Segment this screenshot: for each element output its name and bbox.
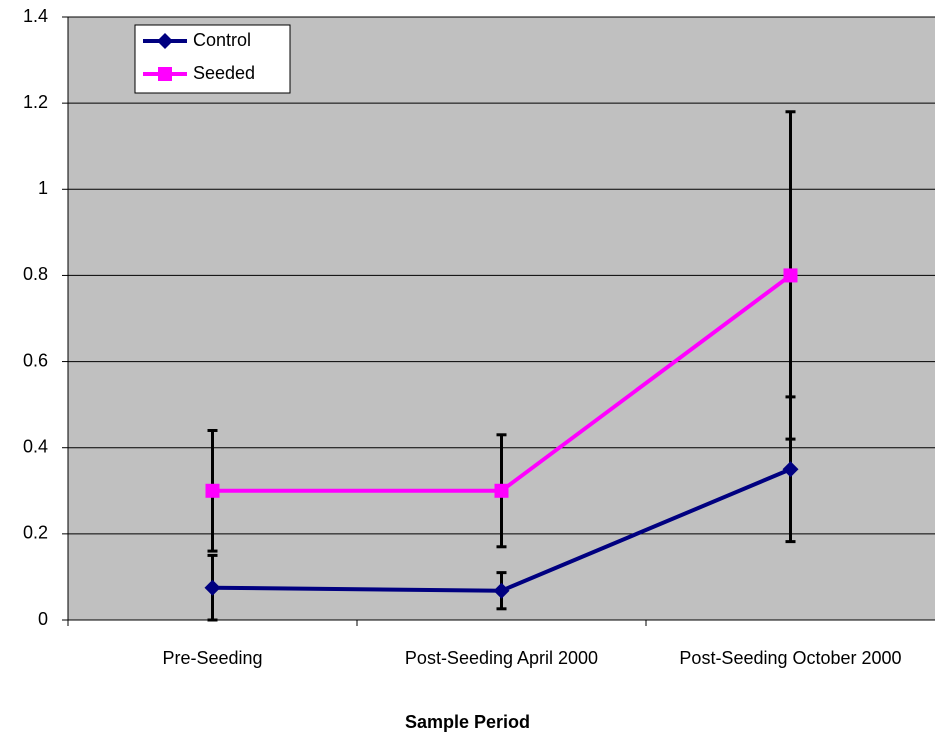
marker bbox=[782, 461, 799, 478]
marker bbox=[783, 268, 798, 283]
x-tick-label: Post-Seeding April 2000 bbox=[404, 648, 599, 668]
marker bbox=[158, 67, 172, 81]
marker bbox=[493, 582, 510, 599]
x-tick-label: Pre-Seeding bbox=[162, 648, 263, 668]
marker bbox=[204, 579, 221, 596]
legend-box bbox=[134, 24, 291, 94]
marker bbox=[205, 483, 220, 498]
x-axis-label: Sample Period bbox=[404, 712, 531, 732]
y-tick-label: 0.6 bbox=[23, 350, 48, 370]
legend-label: Control bbox=[193, 30, 251, 50]
marker bbox=[494, 483, 509, 498]
legend-label: Seeded bbox=[193, 63, 255, 83]
y-tick-label: 1.4 bbox=[23, 6, 48, 26]
x-tick-label: Post-Seeding October 2000 bbox=[679, 648, 902, 668]
y-tick-label: 0 bbox=[38, 609, 48, 629]
y-tick-label: 0.8 bbox=[23, 264, 48, 284]
y-tick-label: 1.2 bbox=[23, 92, 48, 112]
y-tick-label: 0.4 bbox=[23, 436, 48, 456]
y-tick-label: 0.2 bbox=[23, 523, 48, 543]
y-tick-label: 1 bbox=[38, 178, 48, 198]
marker bbox=[157, 33, 173, 49]
